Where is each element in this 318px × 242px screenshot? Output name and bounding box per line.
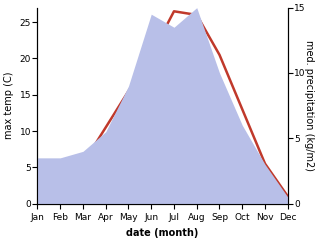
Y-axis label: med. precipitation (kg/m2): med. precipitation (kg/m2) [304,40,314,171]
Y-axis label: max temp (C): max temp (C) [4,72,14,139]
X-axis label: date (month): date (month) [127,228,199,238]
